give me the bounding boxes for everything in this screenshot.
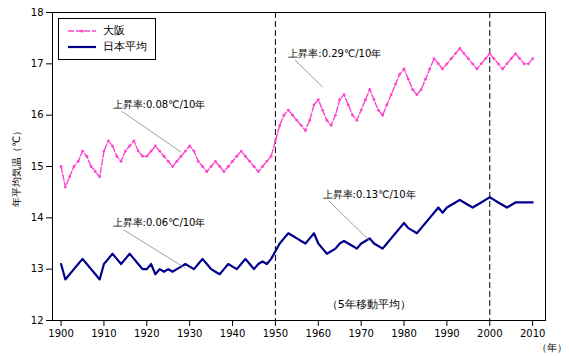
- svg-text:17: 17: [31, 58, 44, 69]
- svg-text:16: 16: [31, 109, 44, 120]
- svg-text:2000: 2000: [477, 328, 502, 339]
- svg-text:年平均気温（℃）: 年平均気温（℃）: [11, 126, 22, 207]
- svg-text:1900: 1900: [48, 328, 73, 339]
- svg-text:15: 15: [31, 161, 44, 172]
- svg-text:（5年移動平均）: （5年移動平均）: [327, 298, 411, 311]
- svg-text:1950: 1950: [263, 328, 288, 339]
- svg-text:1930: 1930: [177, 328, 202, 339]
- svg-text:13: 13: [31, 263, 44, 274]
- svg-text:1920: 1920: [134, 328, 159, 339]
- svg-text:14: 14: [31, 212, 44, 223]
- svg-text:上昇率:0.29℃/10年: 上昇率:0.29℃/10年: [288, 48, 381, 59]
- svg-text:1970: 1970: [348, 328, 373, 339]
- svg-text:12: 12: [31, 315, 44, 326]
- svg-text:1940: 1940: [220, 328, 245, 339]
- svg-text:1910: 1910: [91, 328, 116, 339]
- svg-text:2010: 2010: [520, 328, 545, 339]
- html-text:大阪: 大阪: [103, 24, 125, 37]
- svg-text:1960: 1960: [306, 328, 331, 339]
- html-text:日本平均: 日本平均: [103, 40, 147, 53]
- svg-text:（年）: （年）: [537, 342, 567, 353]
- svg-text:18: 18: [31, 7, 44, 18]
- svg-text:上昇率:0.06℃/10年: 上昇率:0.06℃/10年: [113, 217, 206, 228]
- svg-text:1980: 1980: [391, 328, 416, 339]
- svg-text:上昇率:0.08℃/10年: 上昇率:0.08℃/10年: [113, 99, 206, 110]
- svg-text:1990: 1990: [434, 328, 459, 339]
- svg-text:上昇率:0.13℃/10年: 上昇率:0.13℃/10年: [323, 189, 416, 200]
